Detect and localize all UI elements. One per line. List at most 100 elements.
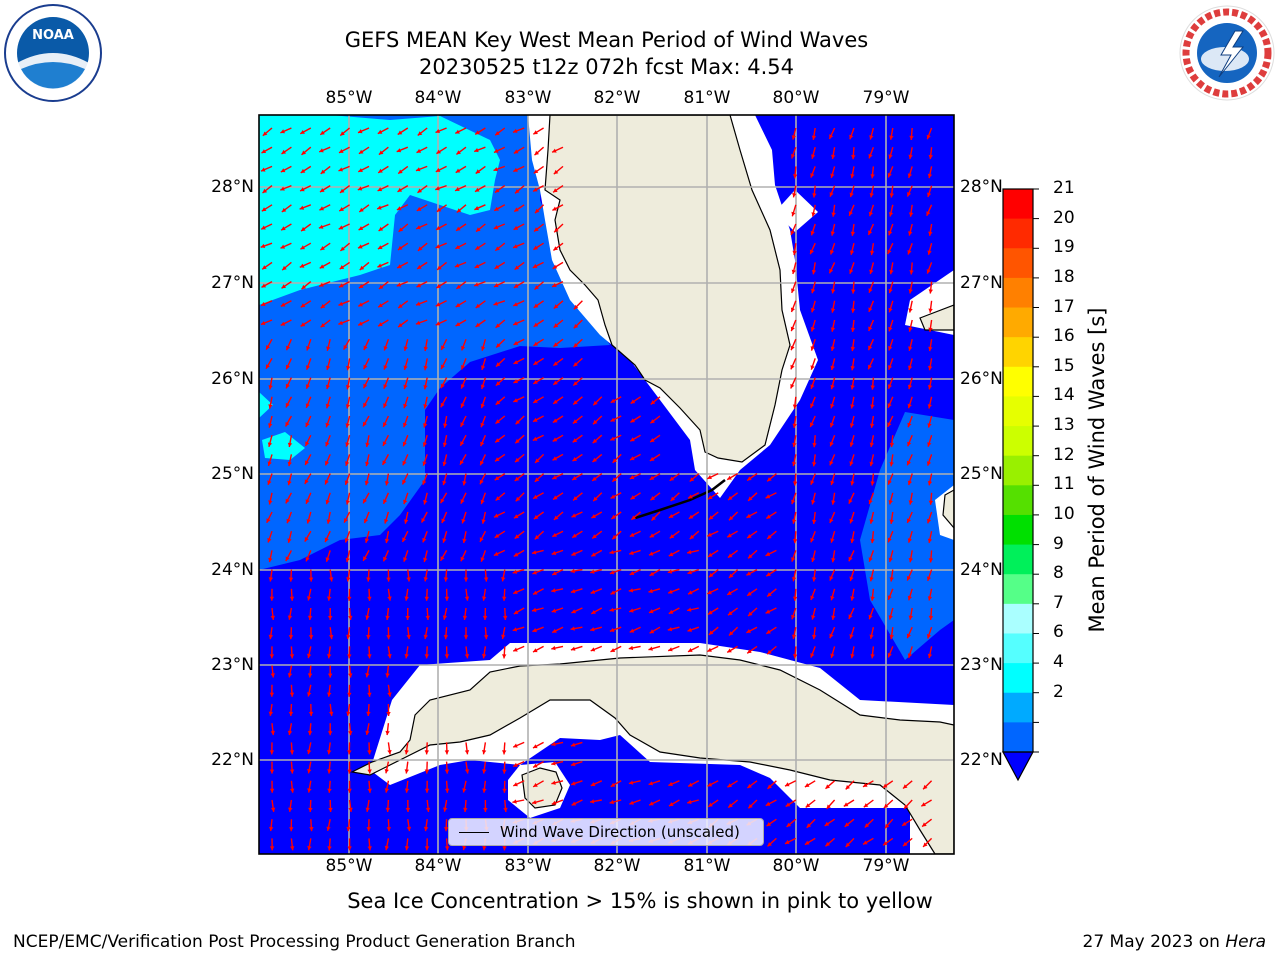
wind-wave-arrowhead — [280, 129, 285, 134]
wind-wave-arrowhead — [480, 403, 485, 409]
wind-wave-arrowhead — [809, 422, 814, 427]
wind-wave-arrowhead — [727, 648, 732, 653]
wind-wave-arrowhead — [870, 250, 875, 256]
wind-wave-arrowhead — [423, 423, 428, 428]
wind-wave-arrowhead — [357, 186, 363, 191]
wind-wave-arrowhead — [573, 496, 578, 501]
wind-wave-arrowhead — [649, 571, 655, 576]
wind-wave-arrowhead — [404, 788, 410, 793]
wind-wave-arrowhead — [358, 302, 363, 307]
wind-wave-arrowhead — [810, 307, 816, 313]
wind-wave-arrowhead — [416, 283, 422, 288]
wind-wave-arrowhead — [870, 385, 875, 390]
wind-wave-arrowhead — [906, 633, 911, 639]
wind-wave-arrowhead — [513, 552, 519, 557]
wind-wave-arrowhead — [830, 403, 835, 409]
wind-wave-arrowhead — [908, 365, 913, 370]
colorbar-tick: 12 — [1053, 445, 1075, 465]
wind-wave-arrowhead — [592, 457, 597, 462]
wind-wave-arrowhead — [811, 288, 816, 294]
wind-wave-arrowhead — [926, 211, 931, 216]
wind-wave-arrowhead — [268, 500, 273, 505]
wind-wave-arrowhead — [592, 438, 598, 444]
wind-wave-arrowhead — [707, 647, 712, 652]
wind-wave-arrowhead — [514, 476, 520, 481]
wind-wave-arrowhead — [513, 762, 518, 767]
wind-wave-arrowhead — [707, 590, 712, 595]
lon-label: 85°W — [325, 88, 373, 108]
wind-wave-arrowhead — [812, 443, 817, 448]
wind-wave-arrowhead — [888, 500, 893, 505]
wind-wave-arrowhead — [483, 635, 489, 640]
lat-label: 28°N — [960, 177, 1003, 197]
lat-label: 26°N — [211, 369, 254, 389]
wind-wave-arrowhead — [383, 403, 388, 408]
wind-wave-arrowhead — [810, 653, 815, 658]
wind-wave-arrowhead — [909, 135, 914, 140]
wind-wave-arrowhead — [570, 742, 576, 747]
contour-4-6s-region — [259, 115, 500, 305]
wind-wave-arrowhead — [463, 577, 469, 582]
wind-wave-arrowhead — [727, 590, 732, 595]
wind-wave-arrowhead — [306, 346, 311, 351]
wind-wave-arrowhead — [870, 596, 875, 601]
wind-wave-arrowhead — [650, 400, 656, 405]
wind-wave-arrowhead — [285, 556, 290, 561]
wind-wave-arrowhead — [767, 534, 772, 539]
wind-wave-arrowhead — [887, 480, 892, 485]
wind-wave-arrowhead — [908, 557, 913, 563]
wind-wave-arrowhead — [307, 749, 312, 755]
wind-wave-arrowhead — [888, 307, 893, 313]
wind-wave-arrowhead — [668, 514, 674, 518]
wind-wave-arrowhead — [463, 807, 468, 812]
wind-wave-arrowhead — [551, 741, 556, 747]
wind-wave-arrowhead — [790, 230, 795, 235]
wind-wave-arrowhead — [850, 173, 855, 179]
wind-wave-arrowhead — [907, 441, 912, 447]
wind-wave-arrowhead — [347, 788, 352, 793]
wind-wave-arrowhead — [305, 499, 310, 504]
wind-wave-arrowhead — [282, 265, 287, 271]
wind-wave-arrowhead — [358, 149, 364, 154]
wind-wave-arrowhead — [415, 320, 421, 325]
wind-wave-arrowhead — [552, 418, 558, 423]
wind-wave-arrowhead — [534, 150, 539, 156]
wind-wave-arrowhead — [377, 245, 383, 249]
wind-wave-arrowhead — [326, 519, 331, 524]
wind-wave-arrowhead — [493, 301, 498, 306]
wind-wave-arrowhead — [320, 169, 326, 174]
wind-wave-arrowhead — [868, 499, 873, 505]
lat-label: 27°N — [960, 273, 1003, 293]
wind-wave-arrowhead — [908, 500, 913, 505]
wind-wave-arrowhead — [269, 826, 274, 832]
wind-wave-arrowhead — [532, 570, 537, 575]
wind-wave-arrowhead — [649, 475, 655, 480]
wind-wave-arrowhead — [269, 654, 275, 659]
wind-wave-arrowhead — [406, 634, 411, 640]
wind-wave-arrowhead — [906, 576, 911, 581]
wind-wave-arrowhead — [903, 841, 908, 847]
wind-wave-arrowhead — [364, 480, 370, 486]
wind-wave-arrowhead — [668, 609, 674, 614]
wind-wave-arrowhead — [785, 839, 790, 844]
colorbar-segment — [1003, 722, 1033, 753]
wind-wave-arrowhead — [480, 384, 485, 389]
wind-wave-arrowhead — [416, 148, 422, 153]
wind-wave-arrowhead — [535, 458, 540, 463]
wind-wave-arrowhead — [810, 403, 815, 408]
wind-wave-arrowhead — [345, 404, 351, 409]
wind-wave-arrowhead — [906, 518, 911, 523]
wind-wave-arrowhead — [262, 188, 268, 193]
wind-wave-arrowhead — [286, 345, 291, 351]
wind-wave-arrowhead — [319, 206, 324, 211]
wind-wave-arrowhead — [649, 609, 654, 614]
wind-wave-arrowhead — [792, 174, 798, 179]
wind-wave-arrowhead — [443, 423, 448, 428]
wind-wave-arrowhead — [385, 673, 390, 678]
wind-wave-arrowhead — [908, 212, 914, 217]
wind-wave-arrowhead — [792, 577, 797, 582]
wind-wave-arrowhead — [367, 750, 372, 755]
wind-wave-arrowhead — [533, 398, 538, 403]
colorbar-segment — [1003, 663, 1033, 694]
wind-wave-arrowhead — [344, 538, 349, 543]
